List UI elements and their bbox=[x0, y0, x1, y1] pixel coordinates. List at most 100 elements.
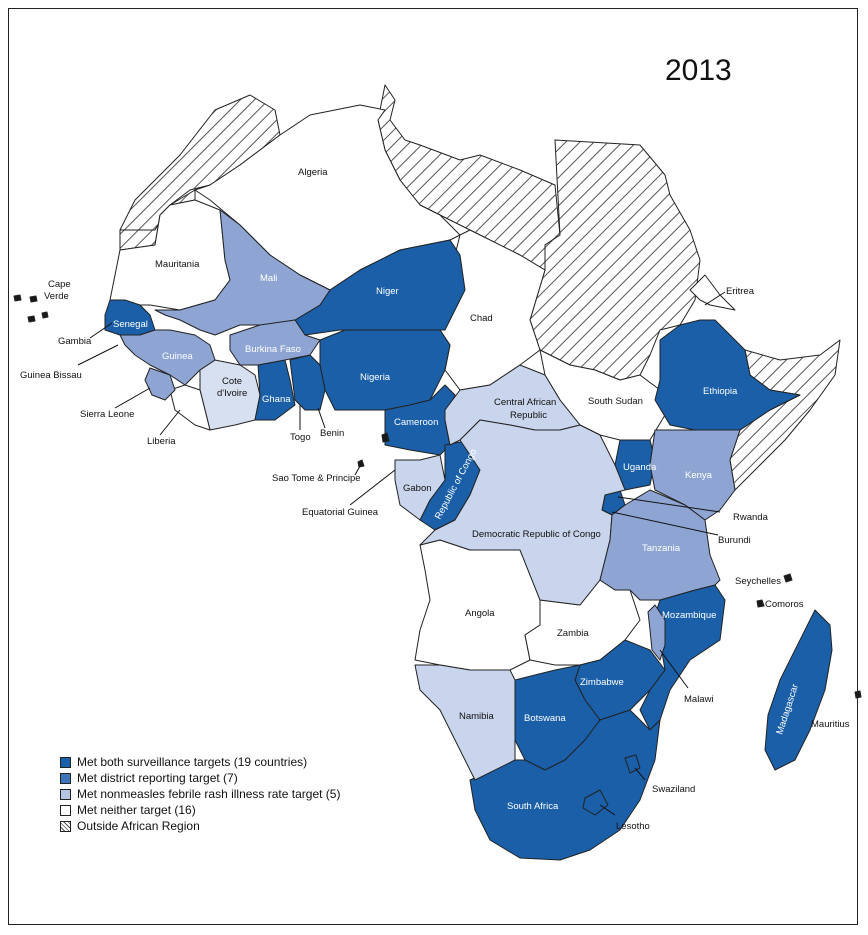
eritrea-region bbox=[689, 274, 736, 311]
label-ghana: Ghana bbox=[262, 394, 291, 405]
label-eritrea: Eritrea bbox=[726, 286, 755, 297]
tanzania-region bbox=[599, 489, 721, 601]
ethiopia-region bbox=[654, 319, 801, 431]
gambia-leader bbox=[89, 322, 113, 339]
legend-swatch-rash bbox=[60, 788, 71, 800]
year-label: 2013 bbox=[665, 54, 732, 87]
south-africa-region bbox=[469, 709, 661, 861]
label-equatorial-guinea: Equatorial Guinea bbox=[302, 507, 379, 518]
label-algeria: Algeria bbox=[298, 167, 328, 178]
kenya-region bbox=[649, 429, 741, 521]
burundi-leader bbox=[611, 511, 719, 536]
benin-leader bbox=[317, 407, 326, 429]
sierra-leone-region bbox=[144, 367, 176, 401]
label-uganda: Uganda bbox=[623, 462, 657, 473]
label-cape-verde-1: Cape bbox=[48, 279, 71, 290]
label-mauritania: Mauritania bbox=[155, 259, 200, 270]
algeria-region bbox=[194, 104, 461, 291]
legend-item-neither: Met neither target (16) bbox=[60, 802, 340, 818]
legend-label-district: Met district reporting target (7) bbox=[77, 771, 238, 785]
ghana-region bbox=[254, 359, 296, 421]
legend-item-district: Met district reporting target (7) bbox=[60, 770, 340, 786]
legend-label-both: Met both surveillance targets (19 countr… bbox=[77, 755, 308, 769]
label-chad: Chad bbox=[470, 313, 493, 324]
label-togo: Togo bbox=[290, 432, 311, 443]
guinea-region bbox=[119, 329, 216, 386]
label-nigeria: Nigeria bbox=[360, 372, 391, 383]
label-swaziland: Swaziland bbox=[652, 784, 695, 795]
label-cape-verde-2: Verde bbox=[44, 291, 69, 302]
label-mauritius: Mauritius bbox=[811, 719, 850, 730]
label-south-africa: South Africa bbox=[507, 801, 559, 812]
gabon-region bbox=[394, 454, 446, 521]
malawi-leader bbox=[659, 649, 689, 689]
label-benin: Benin bbox=[320, 428, 344, 439]
legend-item-both: Met both surveillance targets (19 countr… bbox=[60, 754, 340, 770]
label-car-1: Central African bbox=[494, 397, 556, 408]
label-namibia: Namibia bbox=[459, 711, 495, 722]
label-guinea: Guinea bbox=[162, 351, 193, 362]
label-car-2: Republic bbox=[510, 410, 547, 421]
cape-verde-island-1 bbox=[13, 294, 22, 302]
eritrea-leader bbox=[704, 291, 726, 306]
label-angola: Angola bbox=[465, 608, 495, 619]
burkina-faso-region bbox=[229, 319, 321, 366]
label-sao-tome: Sao Tome & Principe bbox=[272, 473, 361, 484]
label-south-sudan: South Sudan bbox=[588, 396, 643, 407]
legend-label-neither: Met neither target (16) bbox=[77, 803, 196, 817]
label-rwanda: Rwanda bbox=[733, 512, 769, 523]
label-liberia: Liberia bbox=[147, 436, 176, 447]
label-botswana: Botswana bbox=[524, 713, 566, 724]
togo-benin-region bbox=[289, 354, 326, 411]
legend-item-rash: Met nonmeasles febrile rash illness rate… bbox=[60, 786, 340, 802]
angola-region bbox=[414, 539, 541, 671]
label-comoros: Comoros bbox=[765, 599, 804, 610]
legend-swatch-outside bbox=[60, 820, 71, 832]
label-sierra-leone: Sierra Leone bbox=[80, 409, 134, 420]
madagascar-region bbox=[764, 609, 833, 771]
label-burkina-faso: Burkina Faso bbox=[245, 344, 301, 355]
label-cote-divoire-2: d'Ivoire bbox=[217, 388, 247, 399]
mauritius-island bbox=[854, 690, 862, 699]
morocco-region bbox=[119, 94, 281, 241]
rwanda-leader bbox=[617, 496, 721, 513]
label-burundi: Burundi bbox=[718, 535, 751, 546]
nigeria-region bbox=[319, 329, 451, 411]
malawi-region bbox=[647, 604, 666, 661]
legend-item-outside: Outside African Region bbox=[60, 818, 340, 834]
label-guinea-bissau: Guinea Bissau bbox=[20, 370, 82, 381]
label-seychelles: Seychelles bbox=[735, 576, 781, 587]
label-mali: Mali bbox=[260, 273, 277, 284]
legend: Met both surveillance targets (19 countr… bbox=[60, 754, 340, 834]
sao-tome-island bbox=[357, 459, 365, 468]
label-tanzania: Tanzania bbox=[642, 543, 681, 554]
label-cameroon: Cameroon bbox=[394, 417, 438, 428]
legend-label-outside: Outside African Region bbox=[77, 819, 200, 833]
label-gabon: Gabon bbox=[403, 483, 432, 494]
legend-swatch-neither bbox=[60, 804, 71, 816]
swaziland-leader bbox=[634, 767, 646, 781]
label-gambia: Gambia bbox=[58, 336, 92, 347]
label-zambia: Zambia bbox=[557, 628, 589, 639]
senegal-region bbox=[104, 299, 156, 336]
label-drc: Democratic Republic of Congo bbox=[472, 529, 601, 540]
bioko-island bbox=[381, 432, 390, 443]
label-cote-divoire-1: Cote bbox=[222, 376, 242, 387]
sao-tome-leader bbox=[354, 465, 361, 476]
label-lesotho: Lesotho bbox=[616, 821, 650, 832]
label-mozambique: Mozambique bbox=[662, 610, 716, 621]
label-ethiopia: Ethiopia bbox=[703, 386, 738, 397]
liberia-leader bbox=[159, 409, 181, 436]
legend-label-rash: Met nonmeasles febrile rash illness rate… bbox=[77, 787, 341, 801]
label-malawi: Malawi bbox=[684, 694, 714, 705]
label-zimbabwe: Zimbabwe bbox=[580, 677, 624, 688]
legend-swatch-district bbox=[60, 772, 71, 784]
namibia-region bbox=[414, 664, 516, 781]
equatorial-guinea-leader bbox=[349, 469, 396, 506]
label-niger: Niger bbox=[376, 286, 399, 297]
legend-swatch-both bbox=[60, 756, 71, 768]
lesotho-region bbox=[582, 789, 609, 816]
cape-verde-island-3 bbox=[27, 315, 36, 323]
comoros-island bbox=[756, 599, 765, 608]
